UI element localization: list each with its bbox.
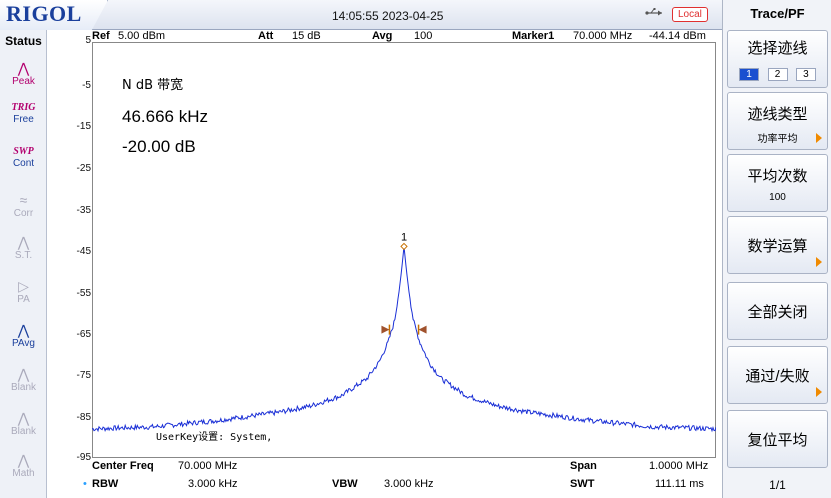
top-bar: RIGOL 14:05:55 2023-04-25 Local <box>0 0 722 30</box>
swt-value: 111.11 ms <box>655 478 704 490</box>
userkey-text: UserKey设置: System, <box>156 431 272 443</box>
y-tick: -65 <box>76 329 91 340</box>
marker-label: Marker1 <box>512 30 555 42</box>
local-badge[interactable]: Local <box>672 7 708 22</box>
page-indicator: 1/1 <box>769 478 786 492</box>
status-pavg: ⋀ PAvg <box>3 322 44 358</box>
center-freq-value: 70.000 MHz <box>178 460 238 472</box>
status-pa: ▷ PA <box>3 278 44 314</box>
select-trace-key[interactable]: 选择迹线 1 2 3 <box>727 30 828 88</box>
logo-tab <box>0 0 108 30</box>
vbw-value: 3.000 kHz <box>384 478 434 490</box>
y-tick: -95 <box>76 452 91 463</box>
status-peak: ⋀ Peak <box>3 60 44 96</box>
marker-level: -44.14 dBm <box>649 30 706 42</box>
all-off-key[interactable]: 全部关闭 <box>727 282 828 340</box>
vbw-label[interactable]: VBW <box>332 478 358 490</box>
status-blank-1: ⋀ Blank <box>3 366 44 402</box>
trace-2-button[interactable]: 2 <box>767 68 788 81</box>
status-panel: Status ⋀ Peak TRIG Free SWP Cont ≈ Corr … <box>0 30 47 498</box>
y-tick-top: 5 <box>85 35 91 46</box>
y-tick: -55 <box>76 288 91 299</box>
trace-type-key[interactable]: 迹线类型 功率平均 <box>727 92 828 150</box>
math-key[interactable]: 数学运算 <box>727 216 828 274</box>
avg-value: 100 <box>414 30 433 42</box>
rbw-dot-icon: • <box>83 478 87 490</box>
trace-3-button[interactable]: 3 <box>795 68 816 81</box>
ref-value: 5.00 dBm <box>118 30 166 42</box>
y-tick: -5 <box>82 80 91 91</box>
corr-icon: ≈ <box>19 192 28 208</box>
softkey-panel: Trace/PF 选择迹线 1 2 3 迹线类型 功率平均 平均次数 100 数… <box>722 0 831 498</box>
rbw-value: 3.000 kHz <box>188 478 238 490</box>
reset-avg-key[interactable]: 复位平均 <box>727 410 828 468</box>
datetime: 14:05:55 2023-04-25 <box>332 9 444 23</box>
y-tick: -35 <box>76 205 91 216</box>
pa-icon: ▷ <box>18 278 29 294</box>
usb-icon <box>645 8 662 16</box>
y-tick: -25 <box>76 163 91 174</box>
submenu-arrow-icon <box>816 387 822 397</box>
blank-icon: ⋀ <box>17 366 30 382</box>
submenu-arrow-icon <box>816 257 822 267</box>
avg-label: Avg <box>372 30 393 42</box>
ndb-level: -20.00 dB <box>122 137 196 156</box>
trace-type-value: 功率平均 <box>757 134 798 145</box>
y-tick: -15 <box>76 121 91 132</box>
marker-freq: 70.000 MHz <box>573 30 633 42</box>
status-sweep: SWP Cont <box>12 146 35 169</box>
span-value: 1.0000 MHz <box>649 460 709 472</box>
ndb-right-arrow <box>417 324 427 335</box>
trace-selector: 1 2 3 <box>728 64 827 82</box>
math-icon: ⋀ <box>17 452 30 468</box>
trace-layer: 1 N dB 带宽 46.666 kHz -20.00 dB UserKey设置… <box>92 77 716 443</box>
marker-1-diamond[interactable] <box>400 242 408 251</box>
att-value: 15 dB <box>292 30 321 42</box>
info-bar: Ref 5.00 dBm Att 15 dB Avg 100 Marker1 7… <box>92 30 716 42</box>
marker-1-label: 1 <box>401 231 407 243</box>
y-tick: -85 <box>76 412 91 423</box>
status-title: Status <box>5 34 42 48</box>
ndb-title: N dB 带宽 <box>122 77 183 93</box>
status-corr: ≈ Corr <box>3 192 44 228</box>
peak-icon: ⋀ <box>17 60 30 76</box>
ndb-bandwidth: 46.666 kHz <box>122 107 208 126</box>
swt-label[interactable]: SWT <box>570 478 595 490</box>
blank-icon: ⋀ <box>17 410 30 426</box>
pavg-icon: ⋀ <box>17 322 30 338</box>
spectrum-trace <box>92 246 716 433</box>
pass-fail-key[interactable]: 通过/失败 <box>727 346 828 404</box>
center-freq-label[interactable]: Center Freq <box>92 460 154 472</box>
status-trig: TRIG Free <box>11 102 36 125</box>
bottom-bar: Center Freq 70.000 MHz Span 1.0000 MHz •… <box>83 459 716 498</box>
rbw-label[interactable]: RBW <box>92 478 119 490</box>
y-tick: -75 <box>76 370 91 381</box>
submenu-arrow-icon <box>816 133 822 143</box>
rigol-logo: RIGOL <box>6 1 82 26</box>
menu-title: Trace/PF <box>750 6 805 21</box>
status-st: ⋀ S.T. <box>3 234 44 270</box>
trace-1-button[interactable]: 1 <box>739 68 760 81</box>
status-blank-2: ⋀ Blank <box>3 410 44 446</box>
st-icon: ⋀ <box>17 234 30 250</box>
status-math: ⋀ Math <box>3 452 44 488</box>
att-label: Att <box>258 30 274 42</box>
ndb-left-arrow <box>381 324 391 335</box>
span-label[interactable]: Span <box>570 460 597 472</box>
avg-count-key[interactable]: 平均次数 100 <box>727 154 828 212</box>
ref-label: Ref <box>92 30 110 42</box>
avg-count-value: 100 <box>769 192 786 203</box>
y-tick: -45 <box>76 246 91 257</box>
